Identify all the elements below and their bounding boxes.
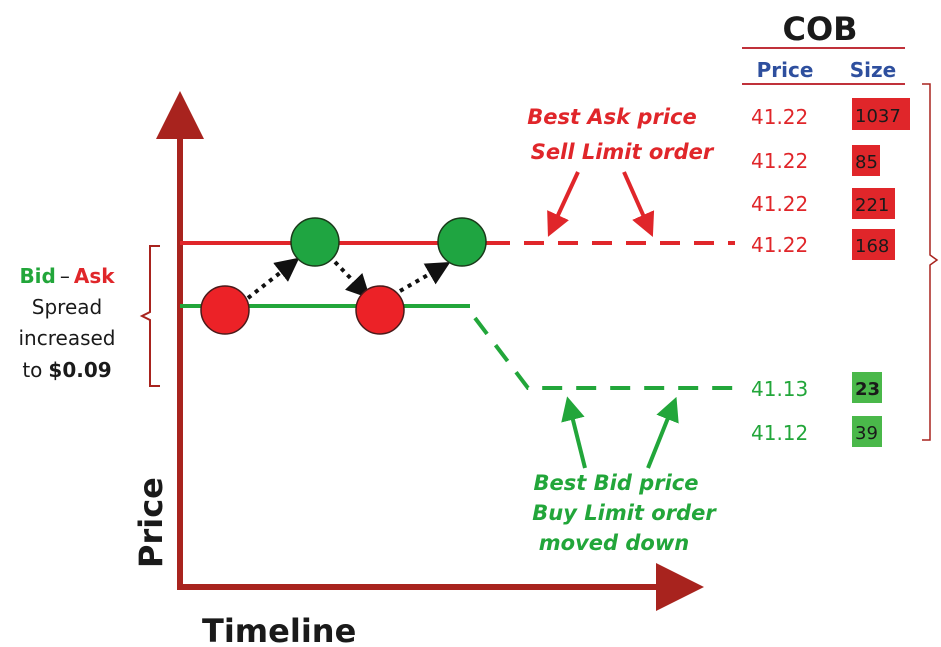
move-arrow-3 [399,262,451,293]
cob-bid-row: 41.12 39 [751,416,882,447]
cob-ask-row: 41.22 85 [751,145,880,176]
spread-dash: – [60,264,70,288]
ask-size-box [852,188,895,219]
move-arrow-2 [333,260,371,299]
x-axis-label: Timeline [202,612,356,647]
bid-size: 39 [855,423,878,444]
bid-price: 41.13 [751,377,808,401]
bid-size: 23 [855,379,880,400]
bid-line-dashed [473,316,745,390]
spread-to: to [22,358,42,382]
ask-price: 41.22 [751,149,808,173]
bid-note-line1: Best Bid price [534,471,699,495]
bid-pointer-arrow [646,396,679,469]
spread-bracket [139,245,160,387]
ask-size: 1037 [855,106,901,127]
ask-size: 168 [855,236,889,257]
bid-note-line3: moved down [539,531,689,555]
ask-size: 85 [855,152,878,173]
bid-price: 41.12 [751,421,808,445]
ask-price: 41.22 [751,233,808,257]
ask-size-box [852,98,910,130]
bid-note-line2: Buy Limit order [532,501,717,525]
cob-ask-row: 41.22 1037 [751,98,910,130]
spread-value: $0.09 [48,358,111,382]
ask-pointer-arrow [547,171,580,237]
spread-line1: Bid – Ask [19,264,115,288]
ask-price: 41.22 [751,105,808,129]
bid-word: Bid [19,264,55,288]
cob-right-brace [922,83,939,441]
move-arrow-1 [246,257,300,300]
ask-size-box [852,145,880,176]
ask-pointer-arrow [622,171,655,237]
bid-pointer-arrow [561,396,587,469]
ask-word: Ask [74,264,115,288]
spread-line4: to $0.09 [22,358,111,382]
ask-size-box [852,229,895,260]
cob-ask-row: 41.22 168 [751,229,895,260]
cob-price-header: Price [757,58,814,82]
cob-bid-row: 41.13 23 [751,372,882,403]
y-axis-label: Price [132,477,170,568]
ask-order-dot [437,217,487,267]
cob-title: COB [782,10,857,48]
bid-size-box [852,372,882,403]
ask-note-line1: Best Ask price [527,105,696,129]
spread-line2: Spread [32,295,102,319]
bid-order-dot [355,285,405,335]
bid-order-dot [200,285,250,335]
ask-note-line2: Sell Limit order [531,140,715,164]
ask-order-dot [290,217,340,267]
cob-size-header: Size [850,58,896,82]
ask-price: 41.22 [751,192,808,216]
cob-ask-row: 41.22 221 [751,188,895,219]
bid-size-box [852,416,882,447]
ask-size: 221 [855,195,889,216]
spread-line3: increased [19,326,116,350]
